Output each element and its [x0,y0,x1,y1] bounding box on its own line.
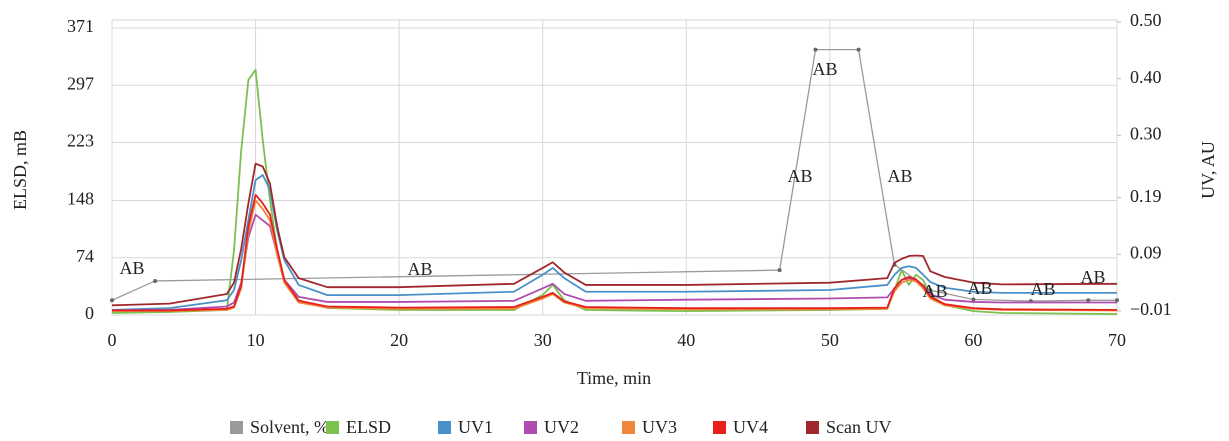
y2-tick-label: 0.19 [1130,186,1162,206]
x-tick-label: 40 [677,330,695,350]
annotation: AB [119,258,144,278]
y-tick-label: 371 [67,16,94,36]
y-axis-label: ELSD, mB [10,130,30,210]
x-tick-label: 30 [534,330,552,350]
legend-label: Solvent, % [250,417,329,437]
y-tick-label: 74 [76,246,94,266]
series-line [112,193,1118,312]
legend-swatch [230,421,243,434]
solvent-point [1086,298,1091,303]
x-tick-label: 20 [390,330,408,350]
annotation: AB [1080,267,1105,287]
legend-swatch [438,421,451,434]
solvent-point [110,298,114,303]
legend-label: UV3 [642,417,677,437]
annotation: AB [967,278,992,298]
legend-label: UV2 [544,417,579,437]
solvent-point [1115,298,1119,303]
y-tick-label: 0 [85,303,94,323]
solvent-point [777,268,782,273]
legend-label: UV4 [733,417,768,437]
legend-swatch [524,421,537,434]
annotation: AB [922,281,947,301]
y2-tick-label: 0.40 [1130,67,1162,87]
legend-label: Scan UV [826,417,892,437]
legend-label: UV1 [458,417,493,437]
annotation: AB [1030,279,1055,299]
series-line [112,199,1118,312]
series-line [111,162,1118,307]
annotation: AB [407,259,432,279]
x-tick-label: 60 [964,330,982,350]
y-tick-label: 223 [67,131,94,151]
solvent-point [153,278,158,283]
series-line [111,213,1117,312]
y-tick-label: 148 [67,189,94,209]
legend-swatch [806,421,819,434]
series-line [111,68,1118,315]
solvent-point [856,47,861,52]
y2-tick-label: 0.50 [1130,10,1162,30]
legend-swatch [713,421,726,434]
series-line [111,174,1117,311]
y2-axis-label: UV, AU [1198,141,1218,199]
x-tick-label: 10 [247,330,265,350]
x-tick-label: 70 [1108,330,1126,350]
x-axis-label: Time, min [577,368,651,388]
x-tick-label: 50 [821,330,839,350]
legend-swatch [622,421,635,434]
annotation: AB [787,166,812,186]
solvent-point [813,47,818,52]
y2-tick-label: 0.30 [1130,123,1162,143]
y2-tick-label: 0.09 [1130,242,1162,262]
y-tick-label: 297 [67,73,94,93]
y2-tick-label: −0.01 [1130,299,1172,319]
legend-label: ELSD [346,417,391,437]
annotation: AB [812,59,837,79]
legend-swatch [326,421,339,434]
x-tick-label: 0 [108,330,117,350]
annotation: AB [887,166,912,186]
solvent-point [971,297,976,302]
